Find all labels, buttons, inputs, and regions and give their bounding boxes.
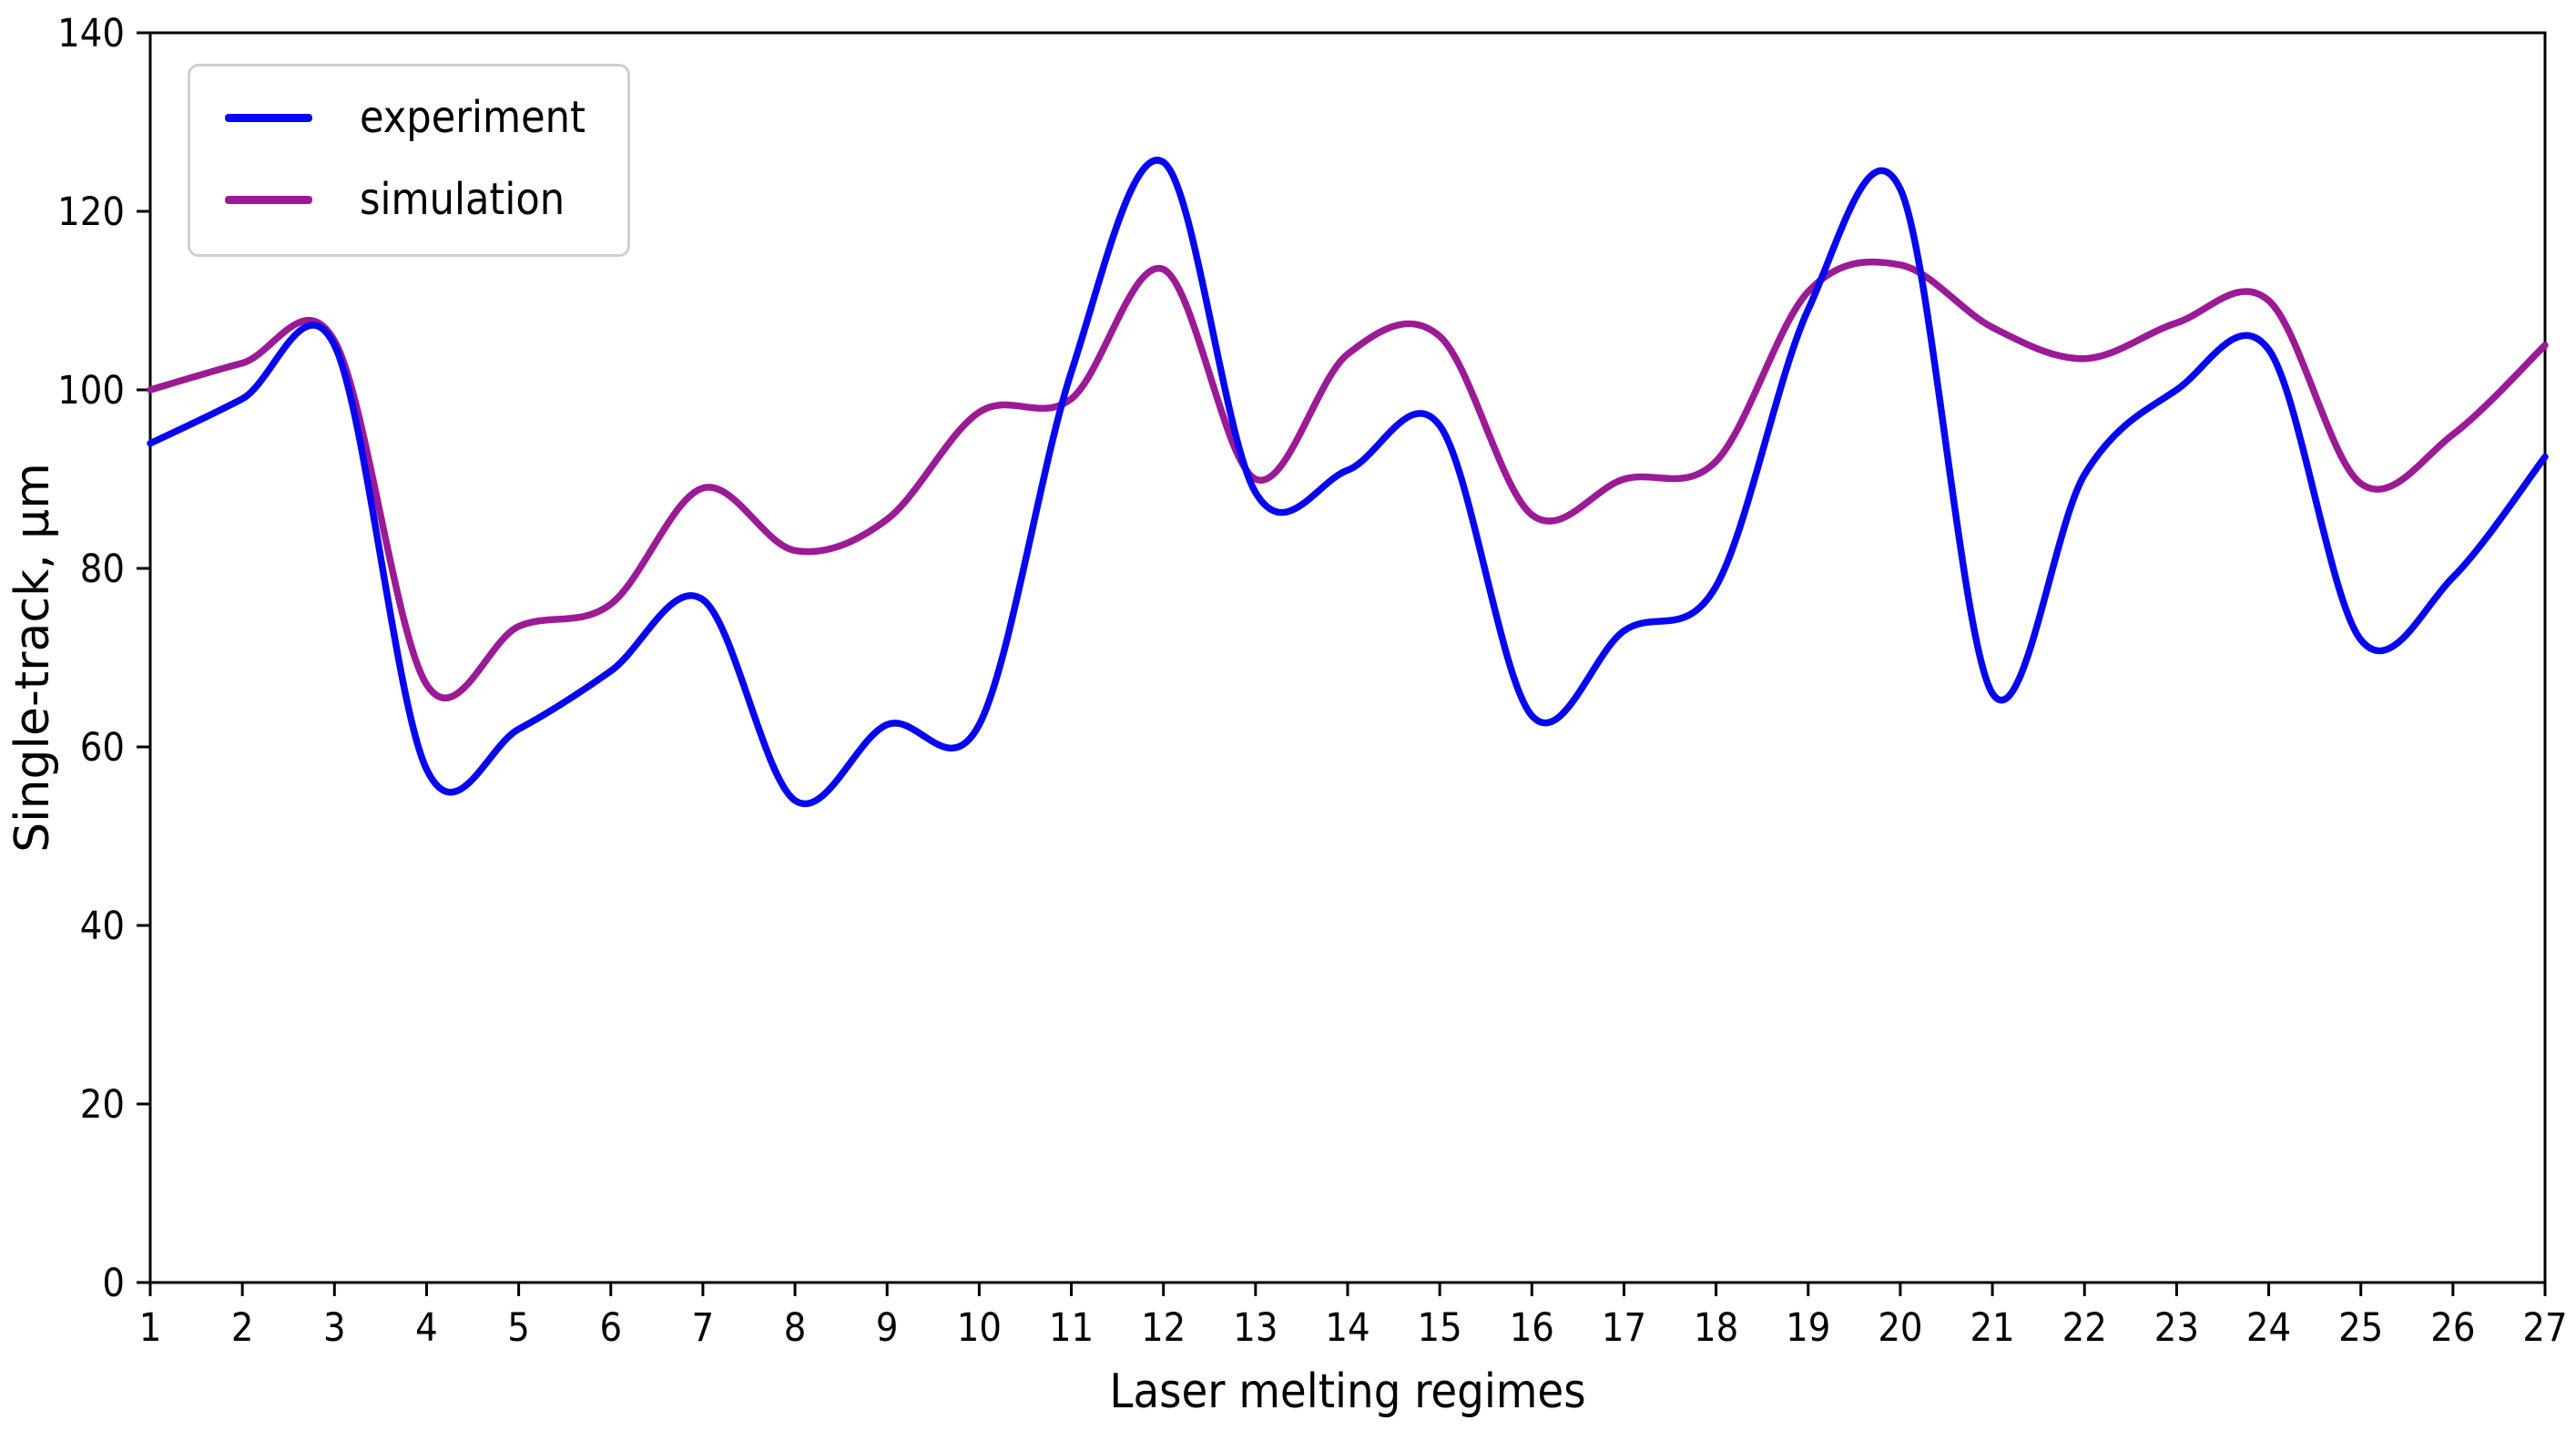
- x-tick-label: 23: [2154, 1305, 2199, 1351]
- x-tick-label: 2: [231, 1305, 254, 1351]
- x-tick-label: 12: [1141, 1305, 1186, 1351]
- x-tick-label: 4: [415, 1305, 438, 1351]
- x-axis-label: Laser melting regimes: [1109, 1364, 1586, 1419]
- legend-item-experiment: experiment: [225, 96, 585, 139]
- legend-item-simulation: simulation: [225, 178, 585, 221]
- y-tick-label: 120: [57, 189, 125, 235]
- y-tick-label: 40: [80, 904, 125, 949]
- x-tick-label: 19: [1786, 1305, 1830, 1351]
- x-tick-label: 18: [1694, 1305, 1738, 1351]
- y-tick-label: 80: [80, 547, 125, 592]
- y-tick-label: 60: [80, 725, 125, 771]
- x-tick-label: 21: [1970, 1305, 2014, 1351]
- y-tick-label: 0: [102, 1261, 125, 1306]
- legend: experiment simulation: [188, 64, 630, 257]
- y-tick-label: 20: [80, 1082, 125, 1128]
- x-tick-label: 22: [2062, 1305, 2107, 1351]
- legend-item-label: experiment: [360, 92, 585, 143]
- x-tick-label: 14: [1325, 1305, 1369, 1351]
- x-tick-label: 11: [1049, 1305, 1094, 1351]
- x-tick-label: 27: [2522, 1305, 2567, 1351]
- x-tick-label: 3: [323, 1305, 346, 1351]
- x-tick-label: 5: [507, 1305, 530, 1351]
- experiment-line: [147, 157, 2549, 807]
- x-tick-label: 7: [692, 1305, 715, 1351]
- x-tick-label: 16: [1510, 1305, 1554, 1351]
- x-tick-label: 1: [139, 1305, 162, 1351]
- y-axis-label: Single-track, μm: [5, 463, 60, 853]
- x-tick-label: 6: [599, 1305, 622, 1351]
- experiment-line-swatch: [225, 113, 312, 122]
- x-tick-label: 24: [2246, 1305, 2291, 1351]
- x-tick-label: 10: [957, 1305, 1002, 1351]
- y-tick-label: 140: [57, 11, 125, 56]
- x-tick-label: 8: [784, 1305, 807, 1351]
- x-tick-label: 9: [876, 1305, 899, 1351]
- x-tick-label: 15: [1418, 1305, 1462, 1351]
- x-tick-label: 17: [1602, 1305, 1646, 1351]
- y-tick-label: 100: [57, 368, 125, 414]
- x-tick-label: 26: [2430, 1305, 2475, 1351]
- x-tick-label: 13: [1233, 1305, 1278, 1351]
- simulation-line: [147, 258, 2549, 701]
- x-tick-label: 25: [2338, 1305, 2383, 1351]
- simulation-line-swatch: [225, 195, 312, 204]
- legend-item-label: simulation: [360, 174, 565, 225]
- x-tick-label: 20: [1878, 1305, 1922, 1351]
